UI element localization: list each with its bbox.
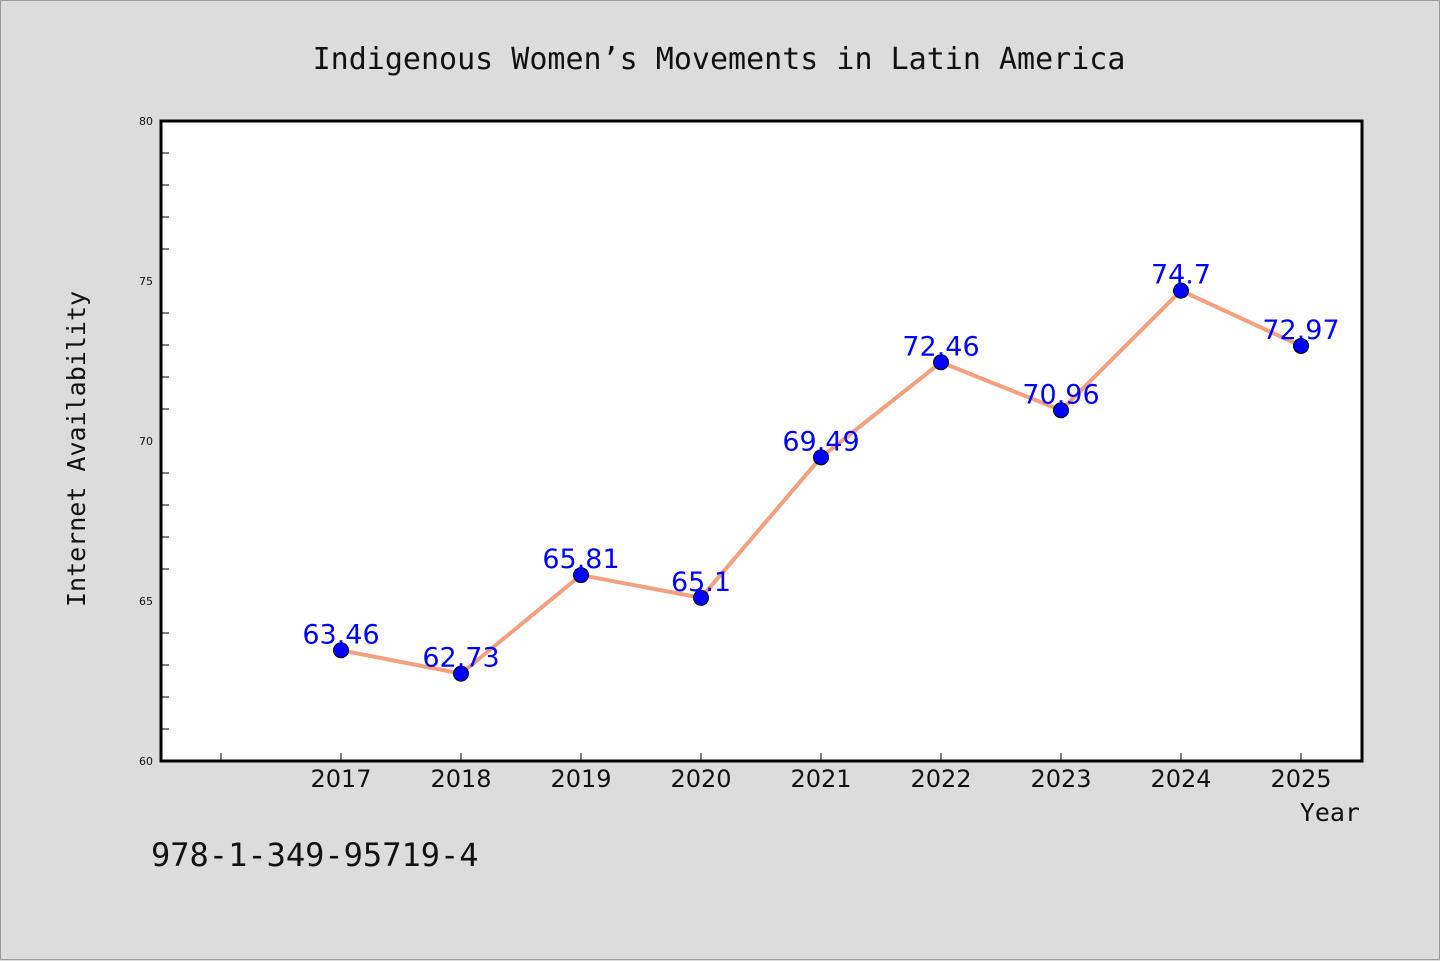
y-tick-labels: 60 65 70 75 80 [139,115,153,768]
data-point [573,567,589,584]
y-tick-label: 70 [139,435,153,448]
x-tick-label: 2017 [310,765,371,793]
chart-title: Indigenous Women’s Movements in Latin Am… [313,42,1126,77]
y-axis-label: Internet Availability [62,291,91,607]
plot-area [161,121,1362,761]
x-tick-label: 2020 [670,765,731,793]
data-point [1293,337,1309,354]
data-point [333,642,349,659]
y-tick-label: 75 [139,275,153,288]
data-label: 74.7 [1151,260,1211,291]
x-tick-label: 2024 [1150,765,1211,793]
x-tick-label: 2021 [790,765,851,793]
y-tick-label: 60 [139,755,153,768]
data-point [933,354,949,371]
data-point [813,449,829,466]
data-label: 65.81 [542,544,619,575]
series-markers [333,282,1309,682]
data-label: 72.46 [902,331,979,362]
data-label: 63.46 [302,619,379,650]
data-label: 70.96 [1022,379,1099,410]
x-tick-label: 2022 [910,765,971,793]
data-point [453,665,469,682]
data-point [1173,282,1189,299]
data-label: 62.73 [422,643,499,674]
plot-border [159,119,1364,763]
footer-isbn: 978-1-349-95719-4 [151,836,479,874]
x-tick-labels: 2017 2018 2019 2020 2021 2022 2023 2024 2025 [310,765,1331,793]
x-tick-label: 2023 [1030,765,1091,793]
x-axis-label: Year [1300,798,1360,827]
data-label: 65.1 [671,567,731,598]
x-tick-label: 2025 [1270,765,1331,793]
y-tick-label: 65 [139,595,153,608]
data-labels: 63.46 62.73 65.81 65.1 69.49 72.46 70.96 74.7 72… [302,260,1339,674]
x-tick-label: 2018 [430,765,491,793]
x-tick-label: 2019 [550,765,611,793]
data-label: 72.97 [1262,315,1339,346]
data-point [1053,402,1069,419]
y-tick-label: 80 [139,115,153,128]
data-point [693,589,709,606]
data-label: 69.49 [782,426,859,457]
